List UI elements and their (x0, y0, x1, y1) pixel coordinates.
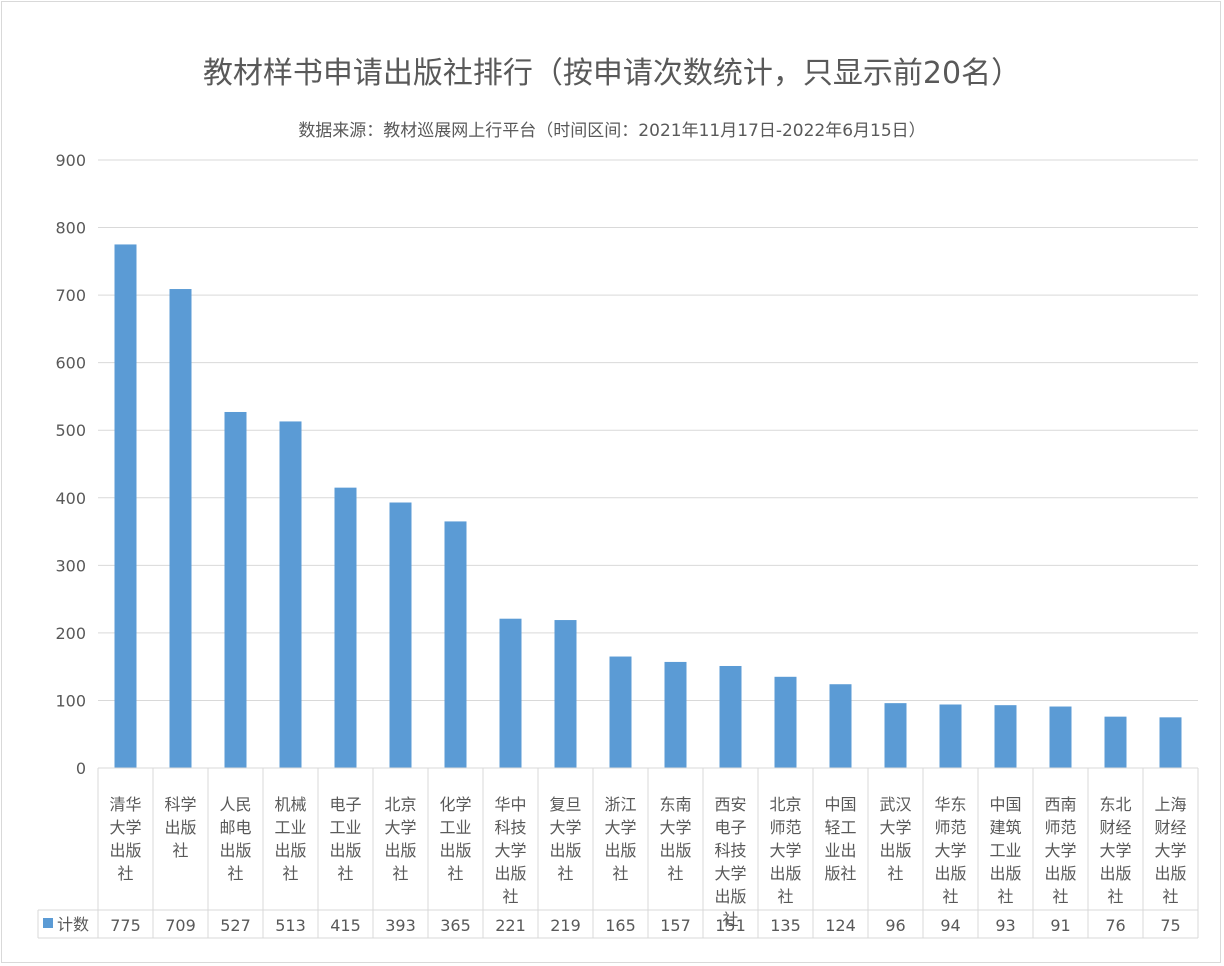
bar (1159, 717, 1182, 768)
y-tick-label: 700 (55, 286, 86, 305)
bar (444, 521, 467, 768)
category-label: 人民邮电出版社 (219, 795, 251, 883)
y-tick-label: 300 (55, 556, 86, 575)
data-label: 513 (275, 916, 306, 935)
bar (609, 656, 632, 768)
category-label: 化学工业出版社 (439, 795, 471, 883)
category-label: 中国轻工业出版社 (824, 795, 856, 883)
y-tick-label: 100 (55, 691, 86, 710)
data-label: 527 (220, 916, 251, 935)
bar (774, 676, 797, 768)
data-label: 165 (605, 916, 636, 935)
y-tick-label: 400 (55, 489, 86, 508)
category-label: 科学出版社 (164, 795, 196, 860)
data-label: 365 (440, 916, 471, 935)
category-label: 上海财经大学出版社 (1154, 795, 1186, 906)
category-label: 华中科技大学出版社 (494, 795, 526, 906)
category-label: 浙江大学出版社 (604, 795, 636, 883)
data-label: 219 (550, 916, 581, 935)
data-label: 415 (330, 916, 361, 935)
y-tick-label: 800 (55, 219, 86, 238)
data-label: 151 (715, 916, 746, 935)
legend-swatch (43, 918, 53, 928)
data-label: 221 (495, 916, 526, 935)
category-label: 东南大学出版社 (659, 795, 691, 883)
bar (554, 620, 577, 768)
category-label: 东北财经大学出版社 (1099, 795, 1131, 906)
bar (994, 705, 1017, 768)
data-label: 93 (995, 916, 1015, 935)
bar (224, 411, 247, 768)
legend-label: 计数 (57, 915, 89, 934)
category-label: 华东师范大学出版社 (934, 795, 966, 906)
category-label: 中国建筑工业出版社 (989, 795, 1021, 906)
y-tick-label: 900 (55, 151, 86, 170)
y-tick-label: 200 (55, 624, 86, 643)
data-label: 124 (825, 916, 856, 935)
bar (169, 289, 192, 768)
bar (829, 684, 852, 768)
bar (939, 704, 962, 768)
data-label: 775 (110, 916, 141, 935)
bar (114, 244, 137, 768)
category-label: 西南师范大学出版社 (1044, 795, 1076, 906)
y-tick-label: 500 (55, 421, 86, 440)
y-tick-label: 600 (55, 354, 86, 373)
bar (719, 665, 742, 768)
category-label: 复旦大学出版社 (549, 795, 581, 883)
category-label: 机械工业出版社 (274, 795, 306, 883)
data-label: 76 (1105, 916, 1125, 935)
data-label: 135 (770, 916, 801, 935)
data-label: 157 (660, 916, 691, 935)
chart-title: 教材样书申请出版社排行（按申请次数统计，只显示前20名） (202, 56, 1022, 91)
bar (884, 703, 907, 768)
bar (334, 487, 357, 768)
category-label: 北京师范大学出版社 (769, 795, 801, 906)
bar (1104, 716, 1127, 768)
bar (389, 502, 412, 768)
bar (1049, 706, 1072, 768)
category-label: 西安电子科技大学出版社 (714, 795, 746, 929)
data-table: 计数 清华大学出版社 775 科学出版社 709 人民邮电出版社 527 机械工业出版社 513… (37, 767, 1199, 939)
data-label: 96 (885, 916, 905, 935)
bars (114, 244, 1182, 768)
data-label: 91 (1050, 916, 1070, 935)
y-axis: 0 100 200 300 400 500 600 700 800 900 (55, 151, 86, 778)
data-label: 709 (165, 916, 196, 935)
data-label: 94 (940, 916, 960, 935)
y-tick-label: 0 (76, 759, 86, 778)
category-label: 电子工业出版社 (329, 795, 361, 883)
bar (499, 618, 522, 768)
chart-subtitle: 数据来源：教材巡展网上行平台（时间区间：2021年11月17日-2022年6月1… (298, 121, 926, 141)
gridlines (98, 159, 1198, 769)
bar (279, 421, 302, 768)
data-label: 393 (385, 916, 416, 935)
category-label: 清华大学出版社 (109, 795, 141, 883)
bar (664, 661, 687, 768)
data-label: 75 (1160, 916, 1180, 935)
category-label: 武汉大学出版社 (879, 795, 911, 883)
category-label: 北京大学出版社 (384, 795, 416, 883)
